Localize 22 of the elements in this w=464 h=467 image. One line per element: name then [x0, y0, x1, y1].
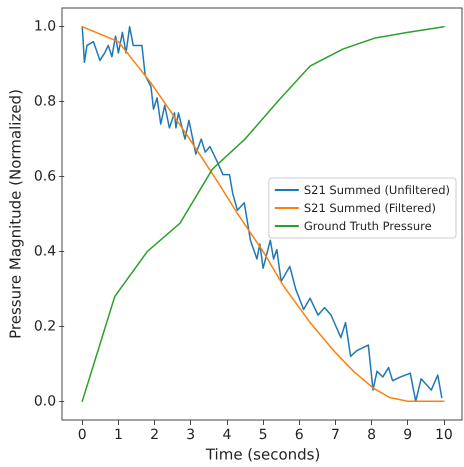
x-tick-label: 2 — [150, 427, 160, 443]
y-tick-label: 0.0 — [34, 393, 56, 410]
y-tick-label: 0.2 — [34, 318, 56, 334]
x-tick-label: 8 — [367, 427, 376, 443]
x-tick-label: 7 — [330, 427, 340, 443]
legend-label: Ground Truth Pressure — [304, 219, 432, 233]
x-tick-label: 5 — [258, 427, 268, 443]
x-tick-label: 6 — [294, 427, 304, 443]
y-tick-label: 0.8 — [34, 94, 56, 110]
x-tick-label: 1 — [114, 427, 123, 443]
x-tick-label: 9 — [403, 427, 412, 443]
y-tick-label: 0.4 — [34, 243, 56, 260]
x-tick-label: 10 — [435, 427, 453, 443]
legend-label: S21 Summed (Unfiltered) — [304, 183, 450, 197]
x-tick-label: 3 — [186, 427, 196, 443]
y-axis-title: Pressure Magnitude (Normalized) — [6, 89, 24, 339]
x-axis-title: Time (seconds) — [204, 445, 320, 464]
legend-label: S21 Summed (Filtered) — [304, 201, 436, 215]
y-tick-label: 1.0 — [34, 18, 56, 35]
y-tick-label: 0.6 — [34, 168, 56, 185]
x-tick-label: 4 — [222, 427, 232, 443]
x-tick-label: 0 — [78, 427, 87, 443]
